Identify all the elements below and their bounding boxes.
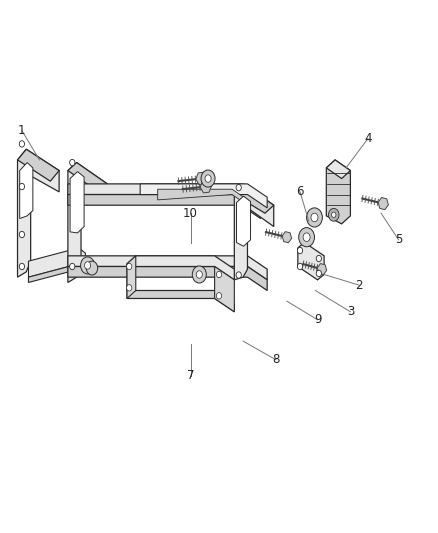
Polygon shape xyxy=(326,160,350,224)
Polygon shape xyxy=(127,256,136,298)
Circle shape xyxy=(316,255,321,262)
Circle shape xyxy=(236,272,241,278)
Polygon shape xyxy=(127,256,234,290)
Polygon shape xyxy=(140,184,267,208)
Polygon shape xyxy=(234,184,274,213)
Circle shape xyxy=(311,213,318,222)
Circle shape xyxy=(297,263,303,270)
Circle shape xyxy=(196,271,202,278)
Text: 7: 7 xyxy=(187,369,194,382)
Circle shape xyxy=(299,228,314,247)
Circle shape xyxy=(192,266,206,283)
Circle shape xyxy=(86,261,98,275)
Circle shape xyxy=(303,233,310,241)
Circle shape xyxy=(328,208,339,221)
Text: 10: 10 xyxy=(183,207,198,220)
Text: 5: 5 xyxy=(395,233,402,246)
Polygon shape xyxy=(158,189,247,205)
Polygon shape xyxy=(18,149,59,277)
Polygon shape xyxy=(68,195,261,219)
Polygon shape xyxy=(200,180,212,193)
Text: 3: 3 xyxy=(347,305,354,318)
Polygon shape xyxy=(215,266,234,312)
Circle shape xyxy=(332,212,336,217)
Text: 9: 9 xyxy=(314,313,321,326)
Polygon shape xyxy=(317,264,327,274)
Polygon shape xyxy=(68,266,267,290)
Polygon shape xyxy=(378,198,389,209)
Circle shape xyxy=(85,262,91,269)
Polygon shape xyxy=(326,160,350,179)
Circle shape xyxy=(297,247,303,254)
Circle shape xyxy=(316,270,321,277)
Circle shape xyxy=(201,170,215,187)
Polygon shape xyxy=(68,163,107,282)
Circle shape xyxy=(19,231,25,238)
Polygon shape xyxy=(28,264,79,282)
Polygon shape xyxy=(237,196,251,246)
Polygon shape xyxy=(298,243,324,280)
Polygon shape xyxy=(20,163,33,219)
Polygon shape xyxy=(68,256,267,280)
Circle shape xyxy=(236,184,241,191)
Polygon shape xyxy=(282,232,292,243)
Circle shape xyxy=(19,183,25,190)
Polygon shape xyxy=(28,248,85,277)
Circle shape xyxy=(70,159,75,166)
Circle shape xyxy=(205,175,211,182)
Text: 1: 1 xyxy=(18,124,26,137)
Polygon shape xyxy=(127,290,234,312)
Circle shape xyxy=(127,263,132,270)
Text: 6: 6 xyxy=(296,185,304,198)
Circle shape xyxy=(216,293,222,299)
Polygon shape xyxy=(234,184,274,280)
Circle shape xyxy=(127,285,132,291)
Text: 2: 2 xyxy=(355,279,363,292)
Circle shape xyxy=(307,208,322,227)
Polygon shape xyxy=(68,163,107,192)
Text: 8: 8 xyxy=(272,353,279,366)
Polygon shape xyxy=(70,172,84,233)
Circle shape xyxy=(19,141,25,147)
Polygon shape xyxy=(196,172,207,185)
Circle shape xyxy=(70,263,75,270)
Polygon shape xyxy=(68,184,261,208)
Text: 4: 4 xyxy=(364,132,372,145)
Polygon shape xyxy=(18,149,59,181)
Circle shape xyxy=(81,257,95,274)
Circle shape xyxy=(216,271,222,278)
Circle shape xyxy=(19,263,25,270)
